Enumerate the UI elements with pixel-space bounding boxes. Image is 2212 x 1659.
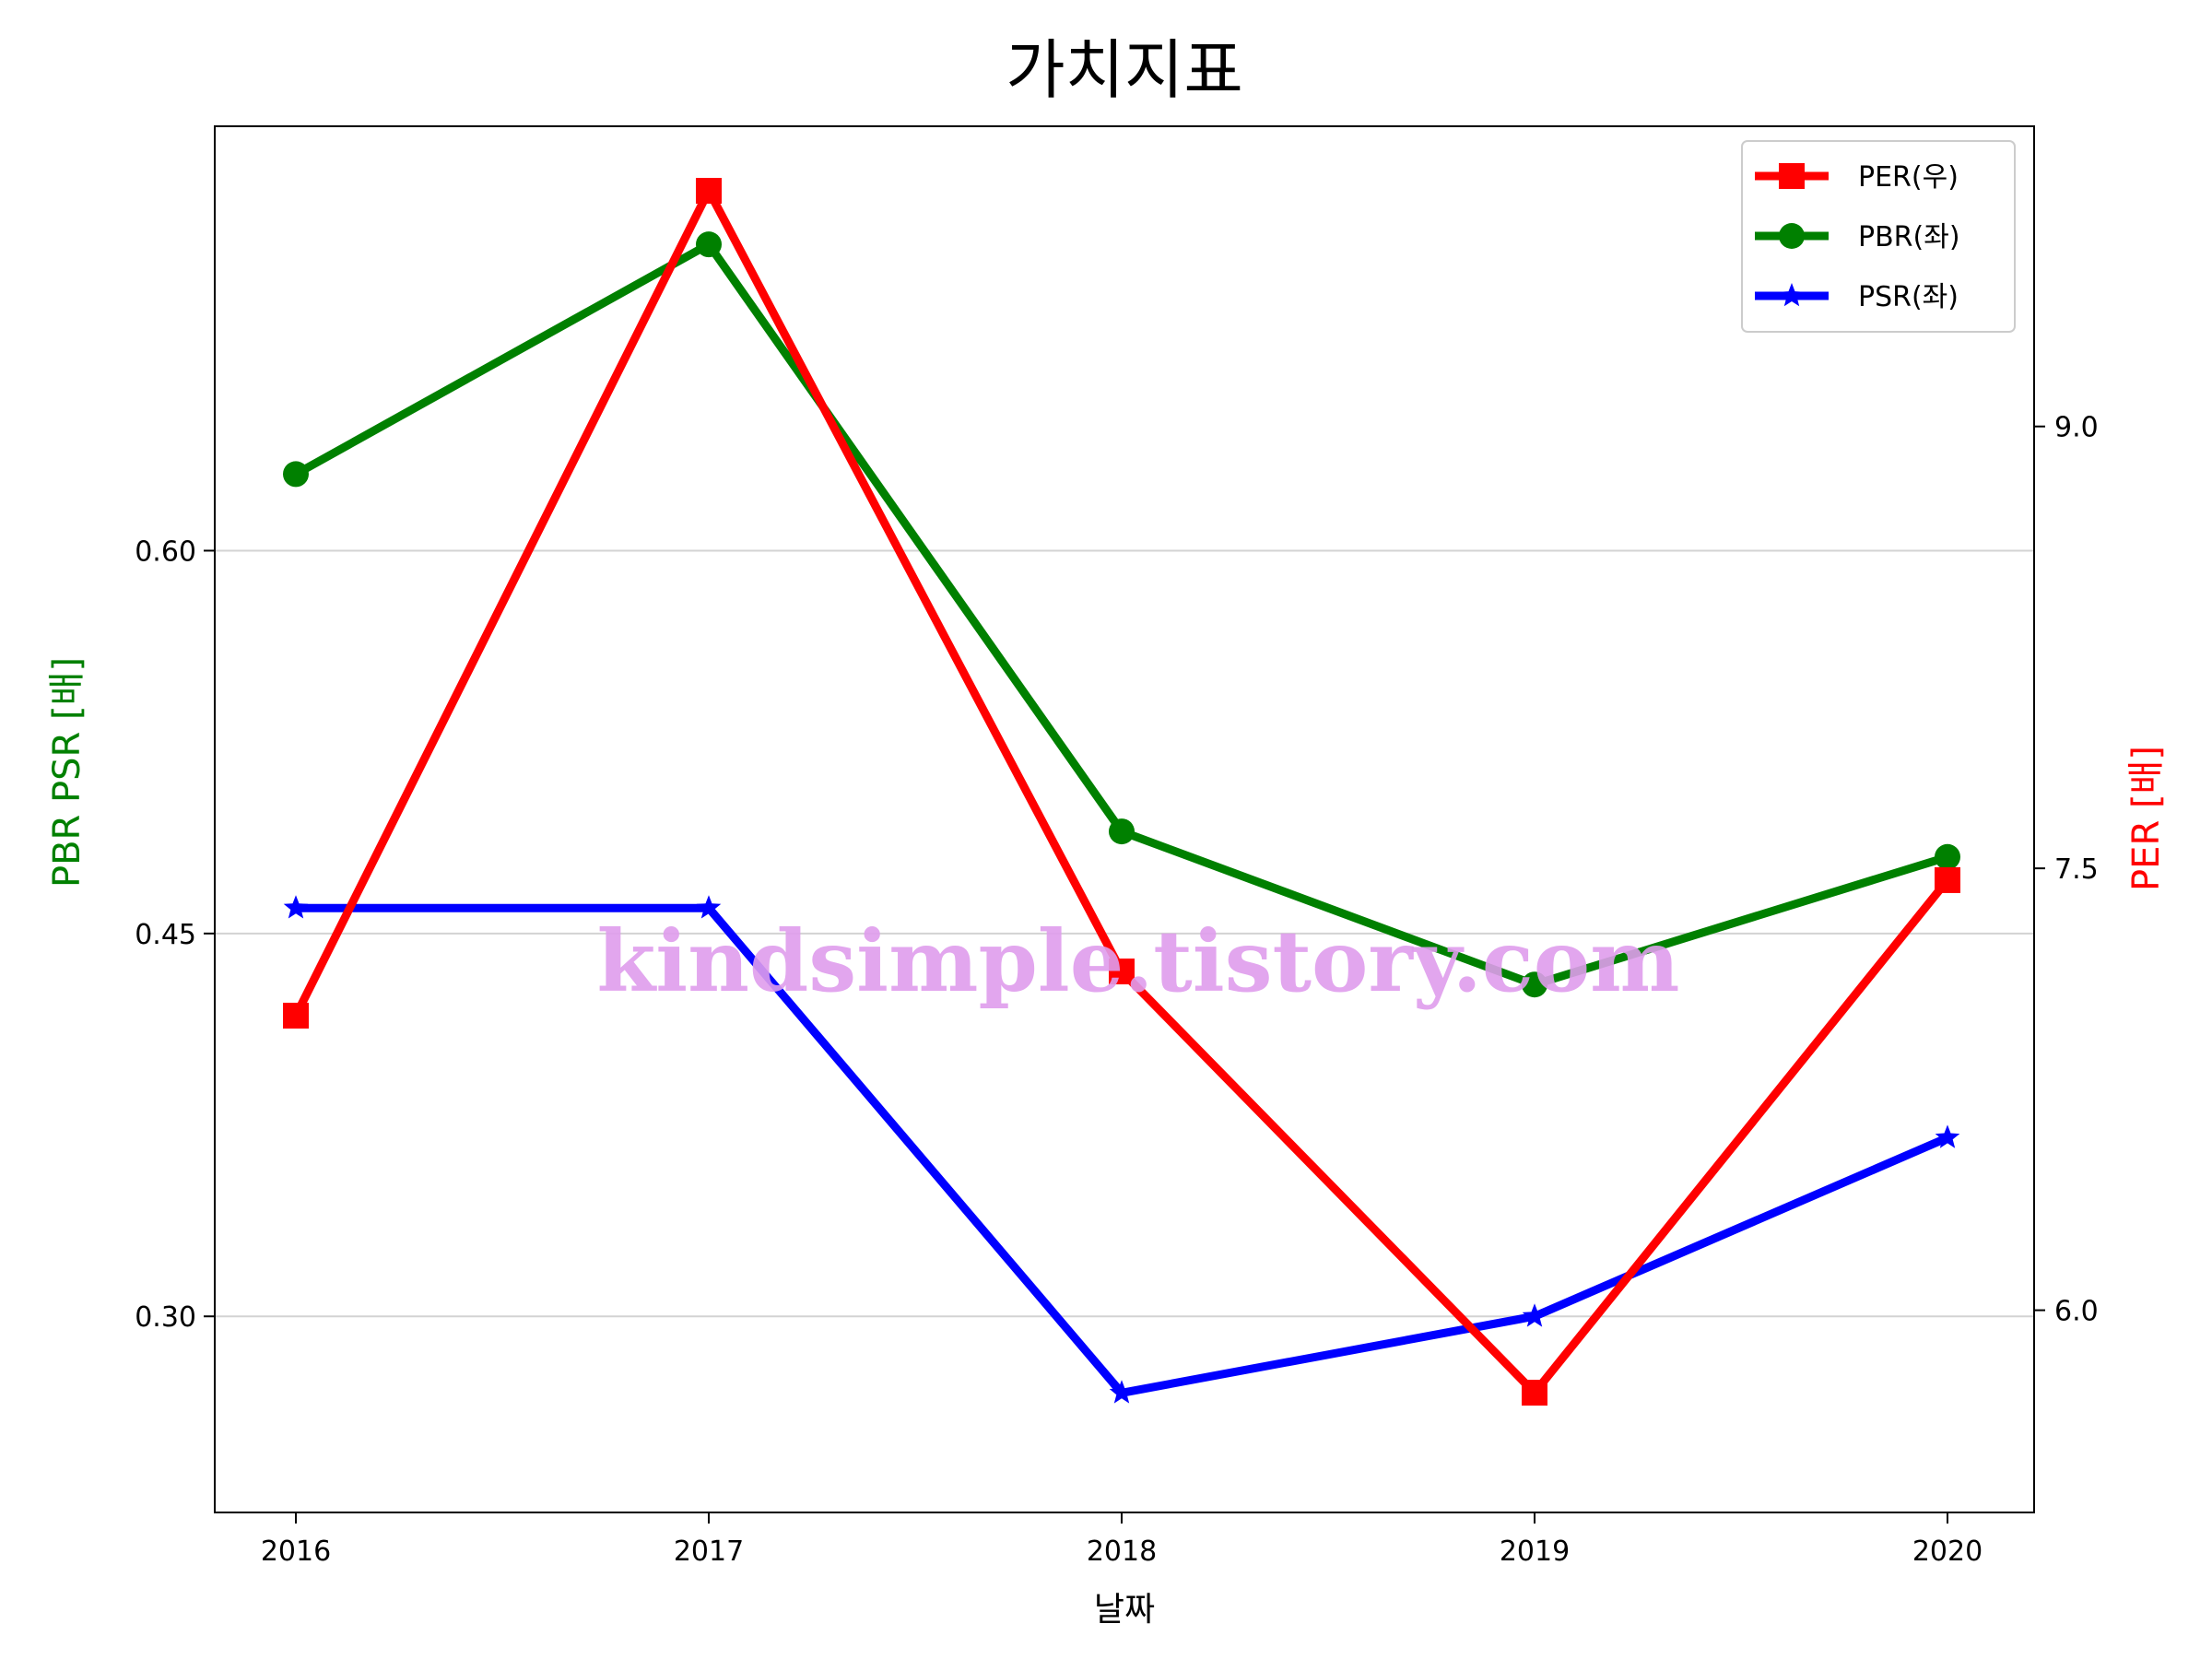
legend-marker (1779, 283, 1805, 307)
data-point (696, 231, 722, 258)
left-tick-label: 0.30 (135, 1301, 196, 1334)
data-point (1522, 1380, 1547, 1406)
x-axis-ticks: 2016 2017 2018 2019 2020 (261, 1512, 1983, 1568)
right-axis-label: PER [배] (2125, 746, 2168, 891)
x-tick-label: 2019 (1500, 1535, 1570, 1568)
series-PER(우) (283, 178, 1960, 1406)
x-tick-label: 2017 (674, 1535, 744, 1568)
legend-marker (1779, 223, 1805, 249)
series-PBR(좌) (283, 231, 1960, 998)
data-point (696, 895, 722, 919)
data-point (1109, 1380, 1135, 1404)
series-line (291, 186, 1952, 1397)
data-point (283, 895, 309, 919)
data-point (283, 1002, 309, 1029)
data-point (1109, 959, 1135, 985)
left-tick-label: 0.60 (135, 535, 196, 568)
legend: PER(우) PBR(좌) PSR(좌) (1741, 140, 2016, 333)
data-point (696, 178, 722, 204)
grid-lines (215, 549, 2034, 1318)
legend-label: PER(우) (1858, 161, 1959, 194)
data-point (1109, 818, 1135, 845)
legend-item: PSR(좌) (1755, 281, 1959, 313)
x-tick-label: 2018 (1087, 1535, 1157, 1568)
data-point (1522, 971, 1547, 998)
data-point (1935, 1124, 1960, 1148)
left-axis-label: PBR PSR [배] (46, 657, 88, 888)
plot-frame (214, 125, 2035, 1513)
x-tick-label: 2020 (1912, 1535, 1983, 1568)
legend-marker (1779, 163, 1805, 189)
legend-item: PER(우) (1755, 161, 1959, 194)
chart-title: 가치지표 (1006, 32, 1243, 108)
series-PSR(좌) (283, 895, 1960, 1404)
right-tick-label: 6.0 (2054, 1296, 2099, 1328)
legend-item: PBR(좌) (1755, 221, 1960, 253)
watermark: kindsimple.tistory.com (596, 912, 1679, 1011)
x-tick-label: 2016 (261, 1535, 331, 1568)
data-point (1935, 843, 1960, 870)
left-axis-ticks: 0.30 0.45 0.60 (135, 535, 215, 1334)
x-axis-label: 날짜 (1094, 1591, 1155, 1629)
legend-label: PBR(좌) (1858, 221, 1960, 253)
right-axis-ticks: 6.0 7.5 9.0 (2034, 412, 2099, 1328)
data-point (1522, 1303, 1547, 1327)
legend-box (1741, 140, 2016, 333)
data-point (1935, 866, 1960, 893)
right-tick-label: 9.0 (2054, 412, 2099, 444)
left-tick-label: 0.45 (135, 919, 196, 951)
right-tick-label: 7.5 (2054, 853, 2099, 886)
series-layer (283, 178, 1960, 1406)
legend-label: PSR(좌) (1858, 281, 1959, 313)
data-point (283, 461, 309, 488)
series-line (291, 240, 1952, 989)
